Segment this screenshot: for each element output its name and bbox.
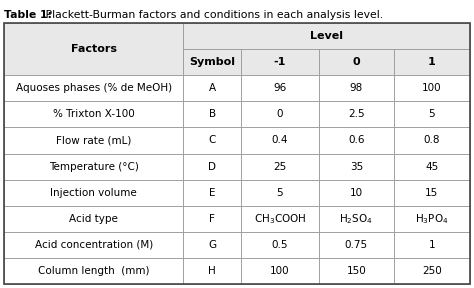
Text: Acid concentration (M): Acid concentration (M)	[35, 240, 153, 250]
Bar	[241, 127, 319, 154]
Text: B: B	[209, 109, 216, 119]
Bar	[183, 127, 241, 154]
Bar	[393, 206, 470, 232]
Bar	[393, 75, 470, 101]
Bar	[183, 75, 241, 101]
Bar	[183, 49, 241, 75]
Text: F: F	[209, 214, 215, 224]
Bar	[183, 232, 241, 258]
Text: Level: Level	[310, 31, 343, 41]
Bar	[4, 232, 183, 258]
Text: 45: 45	[425, 162, 438, 172]
Text: 1: 1	[428, 57, 436, 67]
Bar	[241, 258, 319, 284]
Text: Plackett-Burman factors and conditions in each analysis level.: Plackett-Burman factors and conditions i…	[42, 10, 383, 20]
Bar	[183, 23, 470, 49]
Bar	[4, 258, 183, 284]
Bar	[4, 206, 183, 232]
Text: 98: 98	[350, 83, 363, 93]
Bar	[241, 232, 319, 258]
Text: 10: 10	[350, 188, 363, 198]
Text: Injection volume: Injection volume	[50, 188, 137, 198]
Bar	[241, 206, 319, 232]
Bar	[393, 232, 470, 258]
Bar	[319, 232, 393, 258]
Text: Temperature (°C): Temperature (°C)	[49, 162, 138, 172]
Text: 0.6: 0.6	[348, 135, 365, 145]
Text: 5: 5	[276, 188, 283, 198]
Text: H$_2$SO$_4$: H$_2$SO$_4$	[339, 212, 373, 226]
Text: Symbol: Symbol	[189, 57, 235, 67]
Bar	[319, 154, 393, 180]
Bar	[183, 206, 241, 232]
Bar	[4, 23, 183, 75]
Bar	[241, 49, 319, 75]
Bar	[319, 49, 393, 75]
Text: % Trixton X-100: % Trixton X-100	[53, 109, 135, 119]
Text: C: C	[209, 135, 216, 145]
Bar	[183, 101, 241, 127]
Bar	[4, 154, 183, 180]
Bar	[183, 154, 241, 180]
Text: 15: 15	[425, 188, 438, 198]
Bar	[393, 101, 470, 127]
Text: 100: 100	[422, 83, 442, 93]
Text: 35: 35	[350, 162, 363, 172]
Bar	[319, 75, 393, 101]
Text: CH$_3$COOH: CH$_3$COOH	[254, 212, 306, 226]
Bar	[241, 101, 319, 127]
Bar	[319, 258, 393, 284]
Bar	[183, 180, 241, 206]
Bar	[4, 180, 183, 206]
Text: H: H	[208, 266, 216, 276]
Bar	[393, 180, 470, 206]
Text: Acid type: Acid type	[69, 214, 118, 224]
Text: E: E	[209, 188, 215, 198]
Text: 0.4: 0.4	[272, 135, 288, 145]
Text: 0.5: 0.5	[272, 240, 288, 250]
Text: 250: 250	[422, 266, 442, 276]
Text: Factors: Factors	[71, 44, 117, 54]
Text: -1: -1	[273, 57, 286, 67]
Text: 100: 100	[270, 266, 290, 276]
Text: H$_3$PO$_4$: H$_3$PO$_4$	[415, 212, 448, 226]
Bar	[183, 258, 241, 284]
Text: Flow rate (mL): Flow rate (mL)	[56, 135, 131, 145]
Bar	[319, 127, 393, 154]
Text: D: D	[208, 162, 216, 172]
Text: 1: 1	[428, 240, 435, 250]
Text: 25: 25	[273, 162, 286, 172]
Text: Aquoses phases (% de MeOH): Aquoses phases (% de MeOH)	[16, 83, 172, 93]
Text: 0: 0	[277, 109, 283, 119]
Text: 96: 96	[273, 83, 286, 93]
Text: 5: 5	[428, 109, 435, 119]
Text: Column length  (mm): Column length (mm)	[38, 266, 149, 276]
Bar	[241, 154, 319, 180]
Text: 0.8: 0.8	[424, 135, 440, 145]
Text: 150: 150	[346, 266, 366, 276]
Bar	[319, 206, 393, 232]
Bar	[319, 180, 393, 206]
Bar	[4, 127, 183, 154]
Bar	[393, 49, 470, 75]
Bar	[393, 127, 470, 154]
Bar	[4, 75, 183, 101]
Text: A: A	[209, 83, 216, 93]
Bar	[393, 154, 470, 180]
Bar	[4, 101, 183, 127]
Bar	[393, 258, 470, 284]
Text: 0.75: 0.75	[345, 240, 368, 250]
Bar	[319, 101, 393, 127]
Text: 2.5: 2.5	[348, 109, 365, 119]
Bar	[241, 75, 319, 101]
Text: 0: 0	[353, 57, 360, 67]
Text: Table 1:: Table 1:	[4, 10, 52, 20]
Bar	[241, 180, 319, 206]
Text: G: G	[208, 240, 216, 250]
